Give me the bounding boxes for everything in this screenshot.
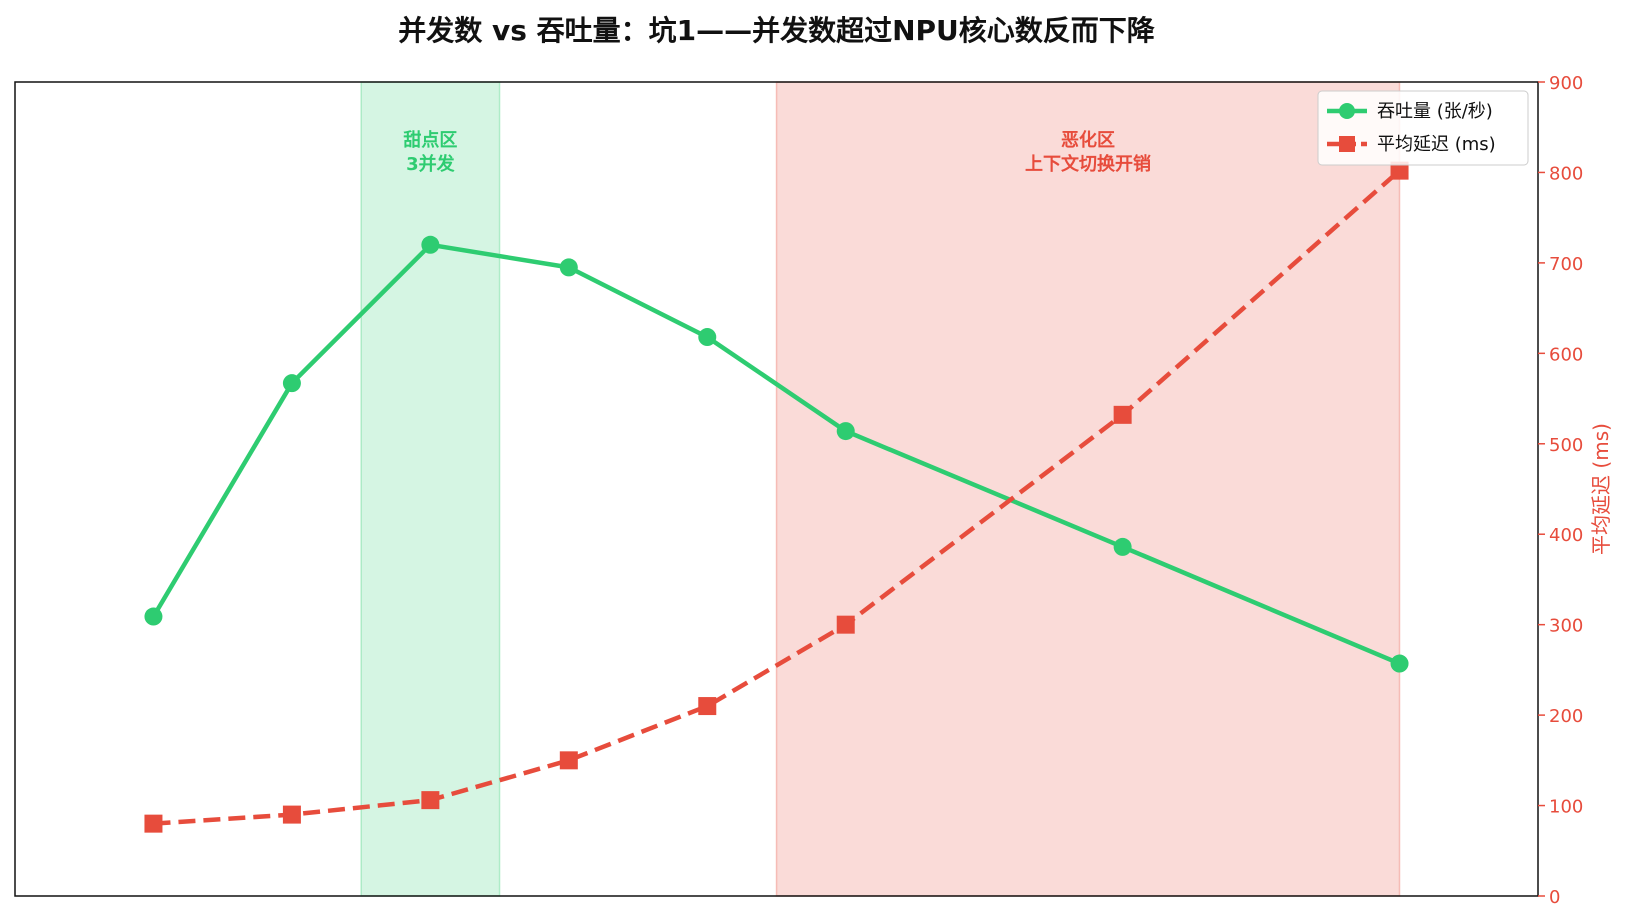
right-axis-tick-label: 200 (1549, 706, 1583, 727)
right-axis-tick-label: 100 (1549, 797, 1583, 818)
right-axis-tick-label: 700 (1549, 254, 1583, 275)
shaded-region-label: 3并发 (406, 153, 456, 175)
legend-marker-2 (1339, 136, 1355, 152)
series-1-point (1113, 537, 1132, 556)
legend-entry-1: 吞吐量 (张/秒) (1377, 101, 1493, 122)
series-2-point (421, 791, 440, 810)
series-1-point (836, 422, 855, 441)
right-axis-tick-label: 500 (1549, 435, 1583, 456)
right-axis-tick-label: 600 (1549, 344, 1583, 365)
legend-entry-2: 平均延迟 (ms) (1377, 134, 1496, 155)
series-line-2 (153, 168, 1401, 826)
plot-frame (14, 81, 1539, 897)
right-axis-tick-label: 0 (1549, 887, 1560, 908)
series-2-point (1390, 161, 1409, 180)
legend-box (1317, 90, 1529, 166)
shaded-region-2 (775, 81, 1401, 897)
right-axis-tick-label: 900 (1549, 73, 1583, 94)
series-2-point (1113, 405, 1132, 424)
series-1-point (421, 235, 440, 254)
series-2-point (836, 615, 855, 634)
chart-title: 并发数 vs 吞吐量：坑1——并发数超过NPU核心数反而下降 (398, 14, 1156, 47)
shaded-region-1 (360, 81, 501, 897)
series-1-point (144, 607, 163, 626)
shaded-region-label: 甜点区 (403, 129, 457, 151)
series-2-point (698, 697, 717, 716)
series-1-point (282, 374, 301, 393)
series-2-point (144, 814, 163, 833)
right-axis-tick-label: 300 (1549, 616, 1583, 637)
series-2-point (559, 751, 578, 770)
legend-marker-1 (1339, 103, 1355, 119)
series-line-1 (151, 242, 1401, 666)
right-axis-tick-label: 400 (1549, 525, 1583, 546)
series-2-point (282, 805, 301, 824)
right-axis-label: 平均延迟 (ms) (1589, 423, 1613, 555)
series-1-point (1390, 654, 1409, 673)
shaded-region-label: 恶化区 (1061, 129, 1115, 151)
right-axis-tick-label: 800 (1549, 163, 1583, 184)
series-1-point (559, 258, 578, 277)
shaded-region-label: 上下文切换开销 (1025, 153, 1151, 175)
series-1-point (698, 328, 717, 347)
